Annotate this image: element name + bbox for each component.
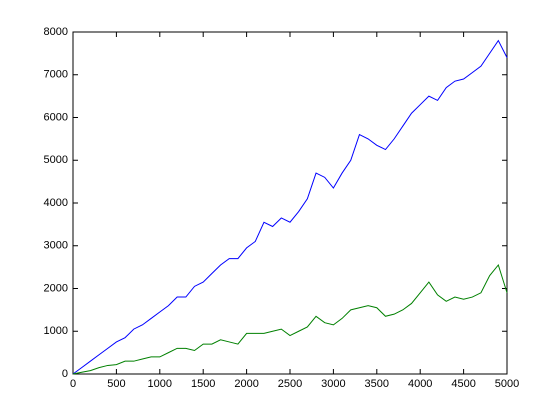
y-tick-label: 1000 [44, 325, 68, 337]
x-tick-label: 2000 [234, 378, 258, 390]
x-tick-label: 500 [107, 378, 125, 390]
y-tick-label: 5000 [44, 154, 68, 166]
x-tick-label: 1500 [191, 378, 215, 390]
x-tick-label: 4500 [451, 378, 475, 390]
x-tick-label: 0 [70, 378, 76, 390]
x-tick-label: 5000 [495, 378, 519, 390]
y-tick-label: 3000 [44, 240, 68, 252]
x-tick-label: 1000 [148, 378, 172, 390]
y-tick-label: 8000 [44, 26, 68, 38]
data-line [72, 263, 508, 375]
x-tick-label: 2500 [278, 378, 302, 390]
y-tick-label: 4000 [44, 197, 68, 209]
x-tick-label: 4000 [408, 378, 432, 390]
y-tick-label: 6000 [44, 111, 68, 123]
x-tick-label: 3500 [365, 378, 389, 390]
y-tick-label: 2000 [44, 282, 68, 294]
y-tick-label: 0 [62, 368, 68, 380]
y-tick-label: 7000 [44, 69, 68, 81]
data-line [72, 39, 508, 375]
x-tick-label: 3000 [321, 378, 345, 390]
plot-area [72, 31, 508, 375]
